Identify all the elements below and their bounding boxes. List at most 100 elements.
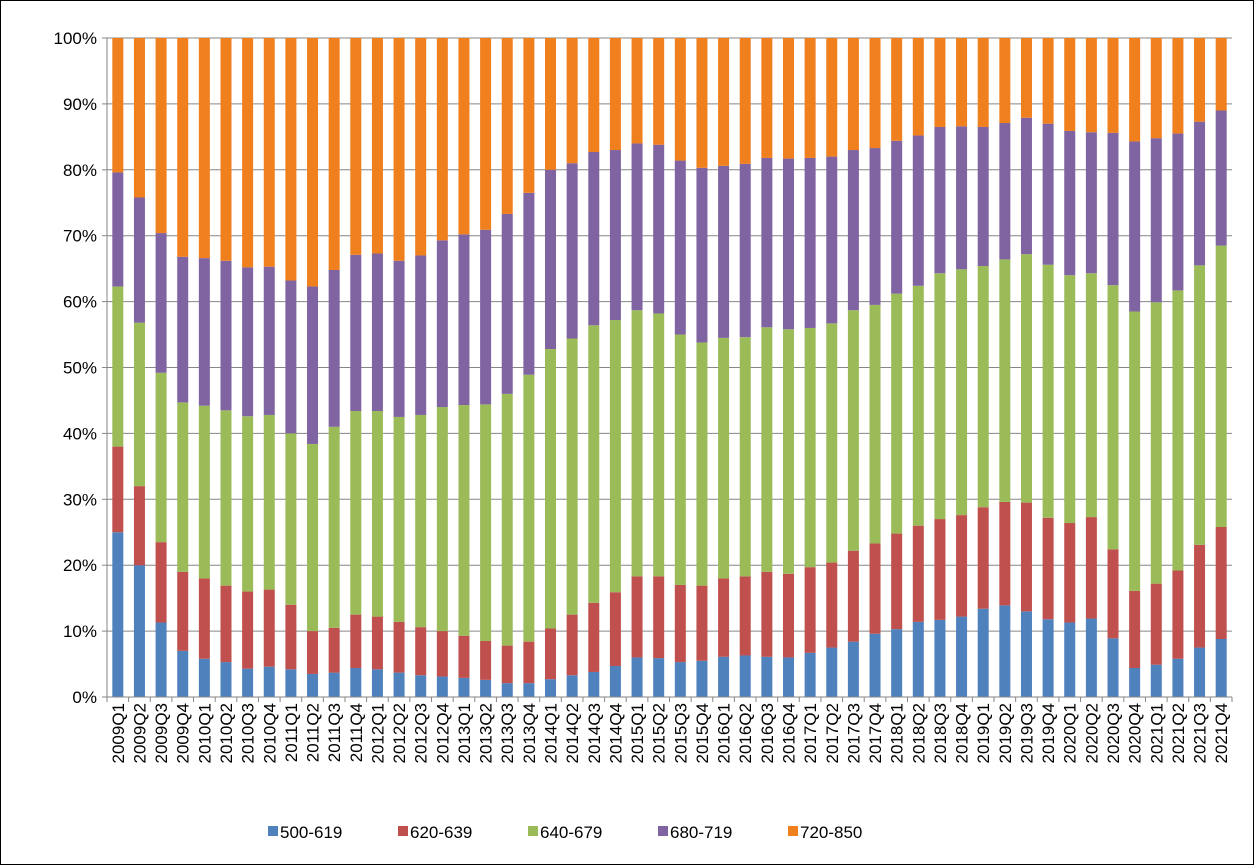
- bar-segment: [718, 38, 730, 166]
- bar-segment: [1042, 264, 1054, 518]
- x-tick-label: 2018Q4: [953, 703, 972, 764]
- bar-segment: [674, 160, 686, 335]
- bar-segment: [523, 641, 535, 684]
- bar-segment: [285, 604, 297, 670]
- bar-segment: [436, 676, 448, 697]
- bar-segment: [674, 38, 686, 161]
- x-tick-label: 2013Q1: [455, 703, 474, 764]
- bar-segment: [804, 327, 816, 568]
- bar-segment: [609, 666, 621, 697]
- bar-segment: [566, 38, 578, 164]
- bar-segment: [415, 38, 427, 256]
- x-tick-label: 2009Q2: [130, 703, 149, 764]
- bar-segment: [1215, 38, 1227, 111]
- x-tick-label: 2014Q4: [606, 703, 625, 764]
- x-tick-label: 2014Q3: [585, 703, 604, 764]
- bar-segment: [653, 38, 665, 145]
- bar-segment: [1020, 117, 1032, 255]
- x-tick-label: 2017Q1: [801, 703, 820, 764]
- bar-segment: [1194, 647, 1206, 697]
- bar-segment: [956, 515, 968, 617]
- bar-segment: [263, 414, 275, 590]
- legend-swatch: [528, 826, 538, 836]
- bar-segment: [285, 669, 297, 697]
- bar-segment: [328, 269, 340, 427]
- bar-segment: [523, 38, 535, 193]
- bar-segment: [696, 342, 708, 586]
- bar-segment: [653, 658, 665, 697]
- bar-segment: [739, 655, 751, 697]
- bar-segment: [782, 657, 794, 697]
- bar-segment: [458, 234, 470, 406]
- x-tick-label: 2009Q4: [174, 703, 193, 764]
- bar-segment: [826, 647, 838, 697]
- bar-segment: [220, 410, 232, 586]
- bar-segment: [1129, 668, 1141, 697]
- bar-segment: [1042, 123, 1054, 265]
- bar-segment: [826, 38, 838, 157]
- bar-segment: [956, 38, 968, 127]
- bar-segment: [804, 652, 816, 697]
- bar-segment: [1194, 265, 1206, 545]
- bar-segment: [566, 338, 578, 615]
- bar-segment: [220, 585, 232, 663]
- bar-segment: [198, 578, 210, 659]
- bar-segment: [350, 254, 362, 411]
- bar-segment: [761, 38, 773, 158]
- x-tick-label: 2011Q1: [282, 703, 301, 762]
- legend-label: 620-639: [410, 823, 472, 842]
- x-tick-label: 2017Q3: [844, 703, 863, 764]
- bar-segment: [1150, 302, 1162, 584]
- x-tick-label: 2010Q4: [260, 703, 279, 764]
- bar-segment: [588, 152, 600, 326]
- bar-segment: [804, 38, 816, 158]
- y-tick-label: 10%: [63, 622, 97, 641]
- bar-segment: [847, 38, 859, 151]
- bar-segment: [393, 416, 405, 622]
- bar-segment: [242, 591, 254, 669]
- bar-segment: [869, 633, 881, 697]
- bar-segment: [718, 337, 730, 579]
- bar-segment: [523, 683, 535, 697]
- bar-segment: [1107, 38, 1119, 133]
- bar-segment: [1172, 38, 1184, 134]
- y-tick-label: 90%: [63, 95, 97, 114]
- bar-segment: [869, 304, 881, 544]
- bar-segment: [307, 673, 319, 697]
- bar-segment: [804, 567, 816, 653]
- bar-segment: [155, 38, 167, 234]
- bar-segment: [977, 507, 989, 609]
- bar-segment: [1129, 311, 1141, 591]
- bar-segment: [1042, 38, 1054, 124]
- bar-segment: [220, 260, 232, 411]
- x-tick-label: 2013Q3: [498, 703, 517, 764]
- bar-segment: [761, 157, 773, 328]
- bar-segment: [371, 616, 383, 670]
- bar-segment: [393, 260, 405, 417]
- bar-segment: [436, 240, 448, 408]
- x-tick-label: 2019Q3: [1017, 703, 1036, 764]
- bar-segment: [999, 123, 1011, 260]
- x-tick-label: 2018Q1: [888, 703, 907, 764]
- bar-segment: [609, 320, 621, 593]
- bar-segment: [631, 657, 643, 697]
- bar-segment: [999, 605, 1011, 697]
- bar-segment: [696, 585, 708, 661]
- x-tick-label: 2017Q2: [823, 703, 842, 764]
- bar-segment: [198, 405, 210, 579]
- bar-segment: [501, 38, 513, 214]
- bar-segment: [739, 337, 751, 577]
- bar-segment: [1215, 245, 1227, 527]
- bar-segment: [371, 253, 383, 411]
- bar-segment: [718, 165, 730, 338]
- x-tick-label: 2016Q3: [758, 703, 777, 764]
- bar-segment: [501, 213, 513, 394]
- bar-segment: [328, 672, 340, 697]
- bar-segment: [501, 393, 513, 646]
- bar-segment: [112, 532, 124, 697]
- bar-segment: [1172, 658, 1184, 697]
- bar-segment: [1042, 517, 1054, 620]
- bar-segment: [826, 156, 838, 324]
- legend-label: 680-719: [670, 823, 732, 842]
